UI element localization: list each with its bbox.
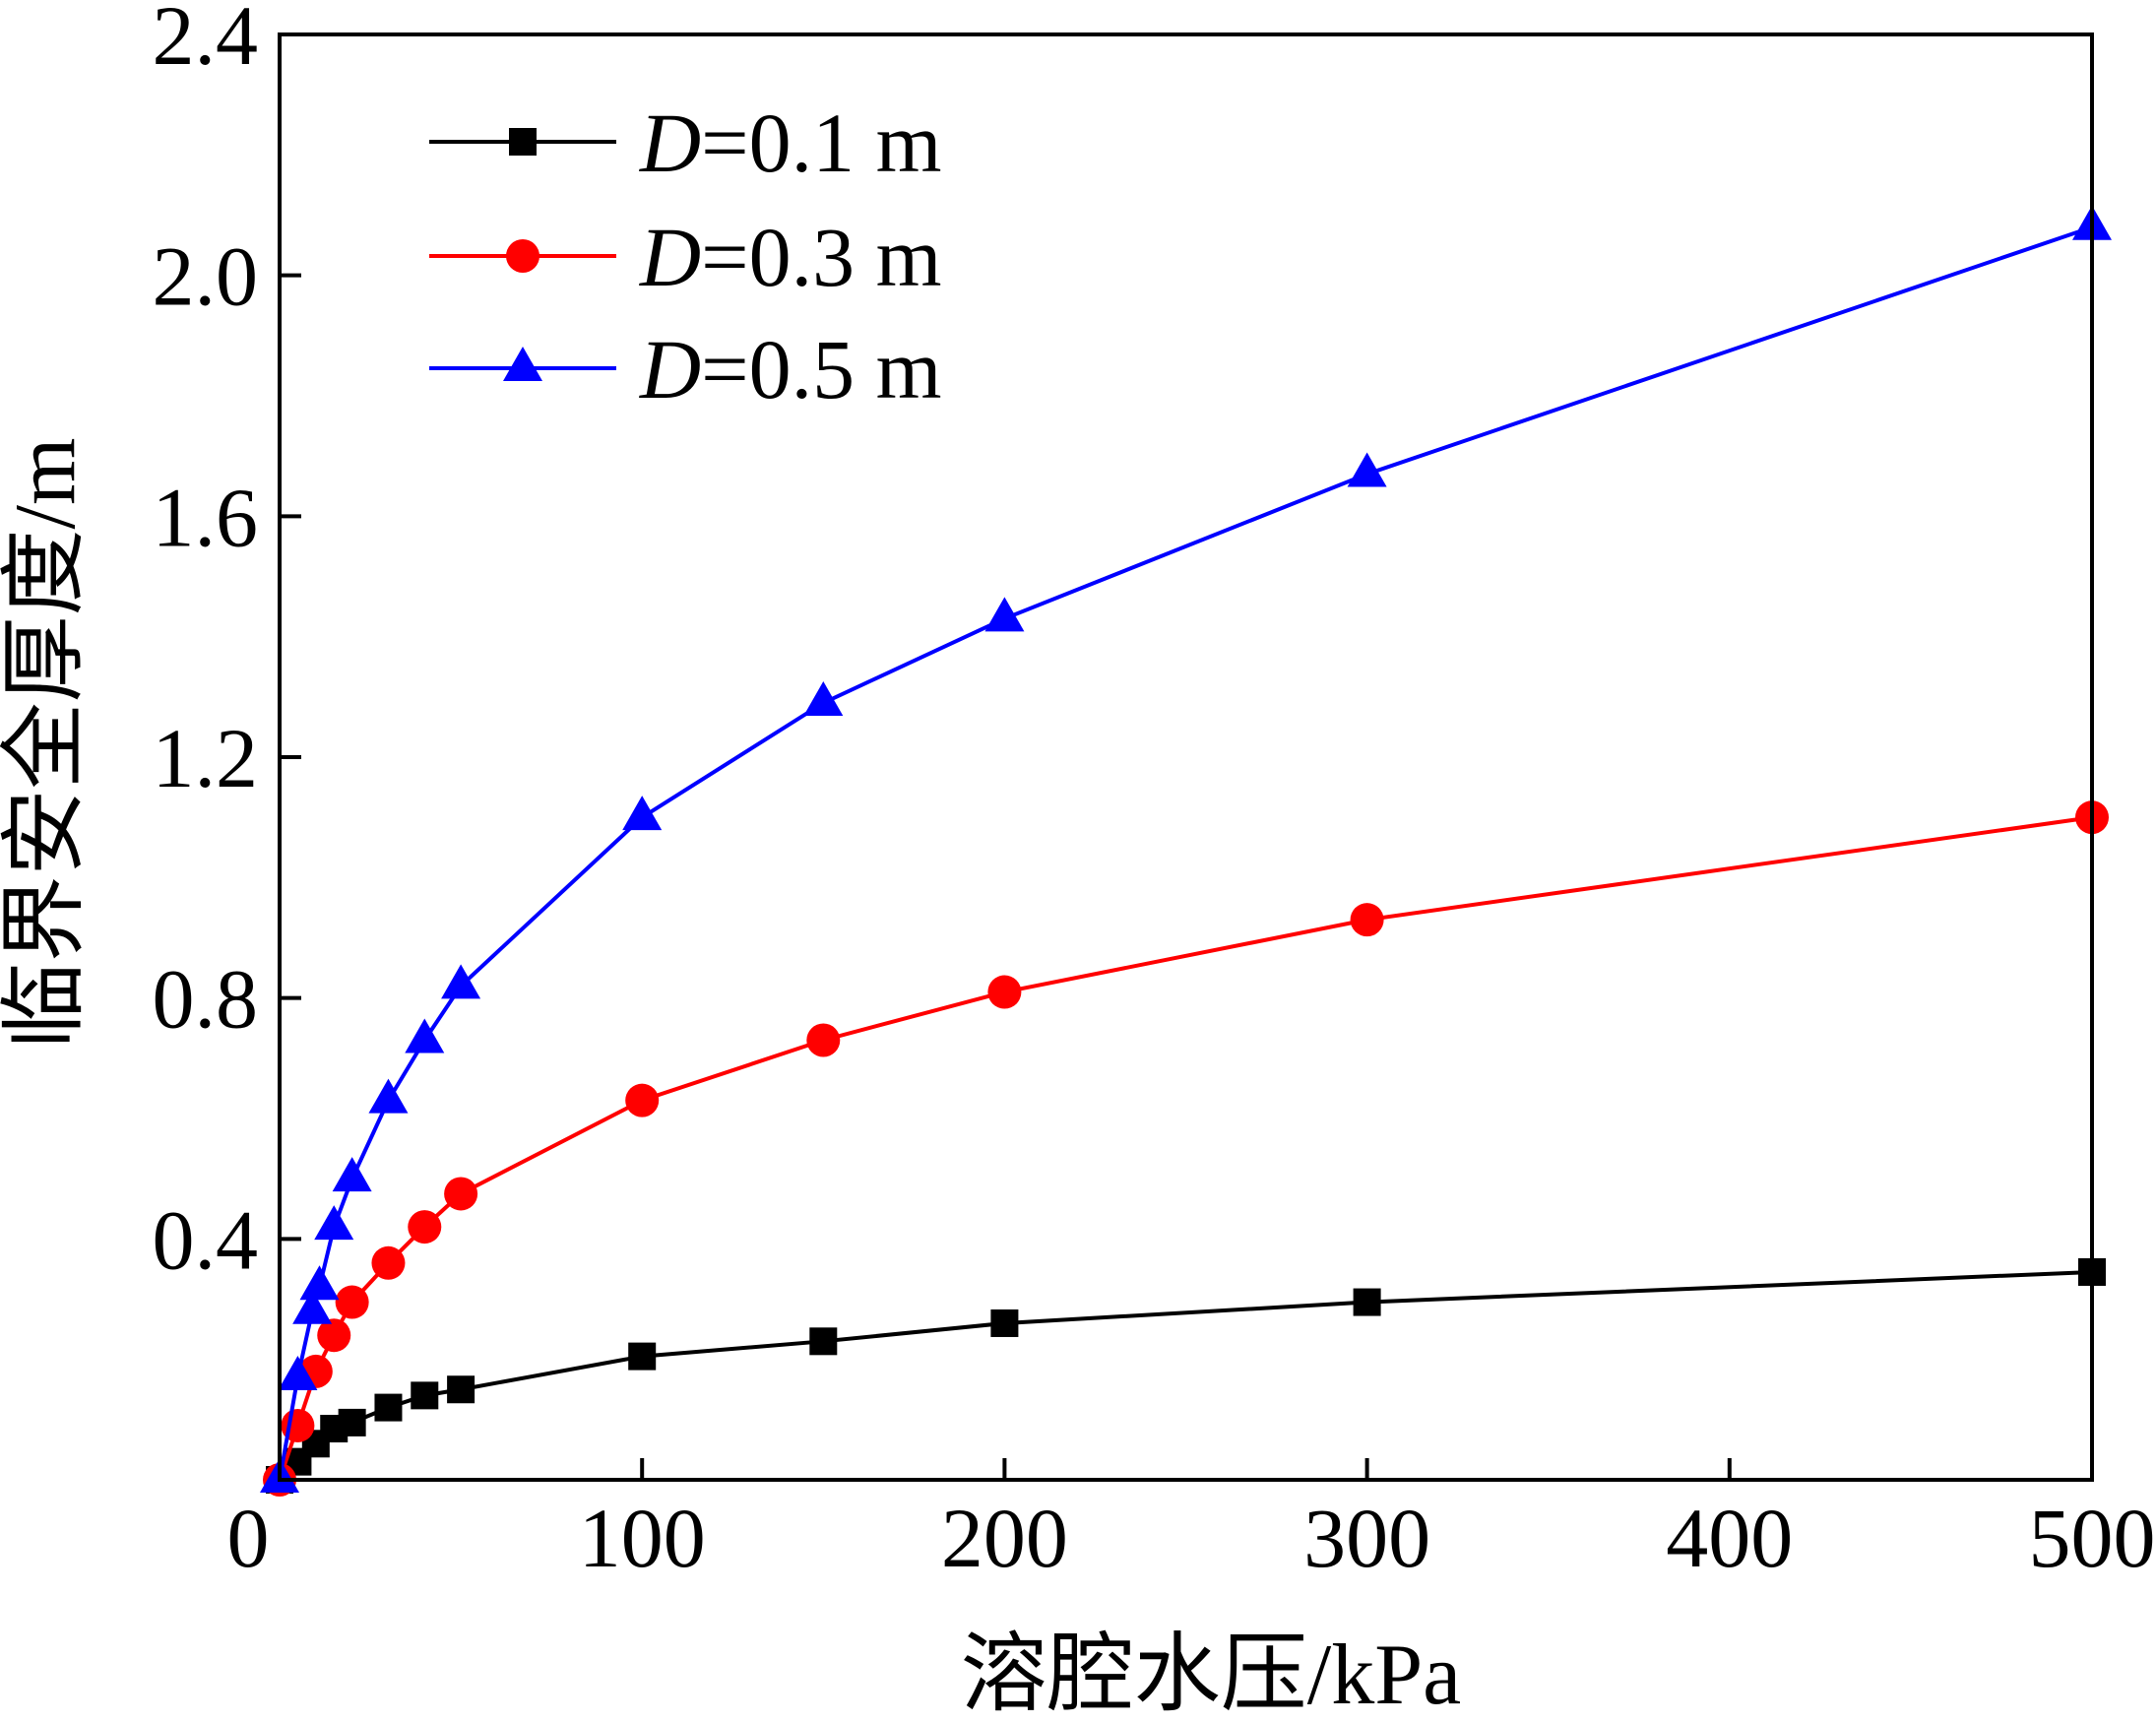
y-tick-label: 1.2 bbox=[153, 711, 259, 805]
data-point bbox=[338, 1408, 366, 1436]
data-point bbox=[447, 1375, 476, 1404]
data-point bbox=[806, 1023, 841, 1057]
data-point bbox=[622, 796, 663, 831]
legend-label-value: =0.3 m bbox=[701, 210, 941, 304]
legend-label-value: =0.5 m bbox=[701, 322, 941, 416]
y-tick-label: 0.4 bbox=[153, 1192, 259, 1287]
legend-item: D=0.3 m bbox=[429, 210, 942, 304]
series-line bbox=[278, 1269, 2093, 1482]
data-point bbox=[405, 1018, 445, 1053]
data-point bbox=[1350, 903, 1384, 937]
data-point bbox=[335, 1285, 369, 1319]
data-point bbox=[292, 1289, 333, 1324]
legend-label-var: D bbox=[639, 210, 701, 304]
y-tick-label: 2.4 bbox=[153, 0, 259, 83]
legend-label-var: D bbox=[639, 96, 701, 190]
data-point bbox=[1347, 452, 1387, 487]
data-point bbox=[278, 1356, 318, 1391]
x-tick-label: 0 bbox=[227, 1491, 270, 1585]
x-tick-label: 400 bbox=[1666, 1491, 1793, 1585]
y-axis-label: 临界安全厚度/m bbox=[0, 438, 94, 1050]
data-point bbox=[317, 1318, 351, 1353]
data-point bbox=[1353, 1288, 1381, 1316]
data-point bbox=[371, 1245, 406, 1280]
plot-frame bbox=[278, 32, 2094, 1482]
series-line bbox=[278, 224, 2093, 1481]
legend-marker-icon bbox=[503, 347, 542, 381]
data-point bbox=[299, 1265, 340, 1301]
data-point bbox=[803, 680, 844, 716]
y-tick-label: 0.8 bbox=[153, 952, 259, 1047]
legend-label: D=0.1 m bbox=[639, 96, 942, 190]
data-point bbox=[332, 1157, 372, 1192]
x-tick-label: 300 bbox=[1303, 1491, 1430, 1585]
data-point bbox=[984, 597, 1025, 632]
x-tick-label: 100 bbox=[579, 1491, 706, 1585]
legend-marker-icon bbox=[506, 239, 539, 273]
data-point bbox=[408, 1210, 442, 1244]
legend-label: D=0.3 m bbox=[639, 210, 942, 304]
legend-label: D=0.5 m bbox=[639, 322, 942, 416]
legend-item: D=0.1 m bbox=[429, 96, 942, 190]
data-point bbox=[987, 975, 1022, 1009]
legend-item: D=0.5 m bbox=[429, 322, 942, 416]
data-point bbox=[441, 964, 481, 999]
legend-label-value: =0.1 m bbox=[701, 96, 941, 190]
legend: D=0.1 mD=0.3 mD=0.5 m bbox=[429, 96, 942, 416]
series-circle bbox=[263, 800, 2109, 1497]
data-point bbox=[809, 1327, 838, 1356]
data-point bbox=[314, 1205, 354, 1241]
x-axis-label: 溶腔水压/kPa bbox=[961, 1627, 1461, 1723]
x-tick-label: 500 bbox=[2029, 1491, 2156, 1585]
x-tick-label: 200 bbox=[941, 1491, 1068, 1585]
y-tick-label: 2.0 bbox=[153, 229, 259, 324]
data-point bbox=[374, 1393, 403, 1422]
legend-marker-icon bbox=[509, 128, 537, 156]
series-square bbox=[266, 1257, 2106, 1494]
data-point bbox=[444, 1177, 478, 1211]
data-point bbox=[411, 1381, 439, 1410]
data-point bbox=[368, 1078, 409, 1114]
data-point bbox=[990, 1308, 1019, 1337]
legend-label-var: D bbox=[639, 322, 701, 416]
series-line bbox=[278, 815, 2093, 1481]
data-point bbox=[625, 1083, 660, 1117]
series-triangle bbox=[260, 205, 2112, 1493]
data-point bbox=[628, 1342, 657, 1371]
y-tick-label: 1.6 bbox=[153, 470, 259, 564]
